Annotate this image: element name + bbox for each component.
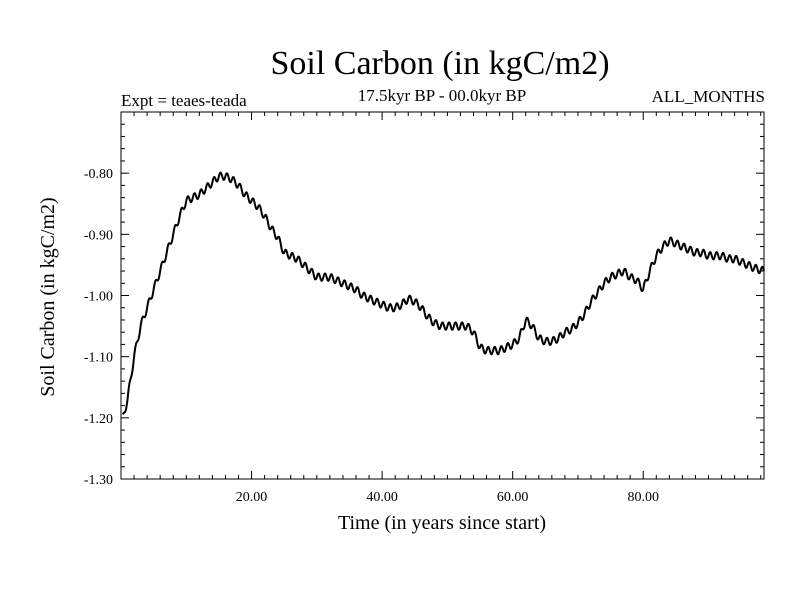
y-tick-label: -0.80 xyxy=(84,167,113,182)
plot-frame xyxy=(120,111,765,480)
y-tick-label: -1.30 xyxy=(84,473,113,488)
y-tick-label: -0.90 xyxy=(84,228,113,243)
axis-tick-labels: 20.00 40.00 60.00 80.00 -0.80 -0.90 -1.00 -1.10… xyxy=(84,167,659,505)
y-tick-label: -1.20 xyxy=(84,412,113,427)
axis-ticks xyxy=(121,112,764,479)
x-tick-label: 20.00 xyxy=(236,490,268,505)
y-tick-label: -1.10 xyxy=(84,351,113,366)
series-line-soil-carbon xyxy=(122,171,765,415)
x-tick-label: 80.00 xyxy=(627,490,659,505)
x-axis-label: Time (in years since start) xyxy=(337,512,547,534)
experiment-label: Expt = teaes-teada xyxy=(121,91,247,110)
x-tick-label: 40.00 xyxy=(366,490,398,505)
months-label: ALL_MONTHS xyxy=(651,87,765,106)
chart-subtitle: 17.5kyr BP - 00.0kyr BP xyxy=(357,86,527,105)
y-tick-label: -1.00 xyxy=(84,290,113,305)
chart-title: Soil Carbon (in kgC/m2) xyxy=(270,45,610,82)
x-tick-label: 60.00 xyxy=(497,490,529,505)
